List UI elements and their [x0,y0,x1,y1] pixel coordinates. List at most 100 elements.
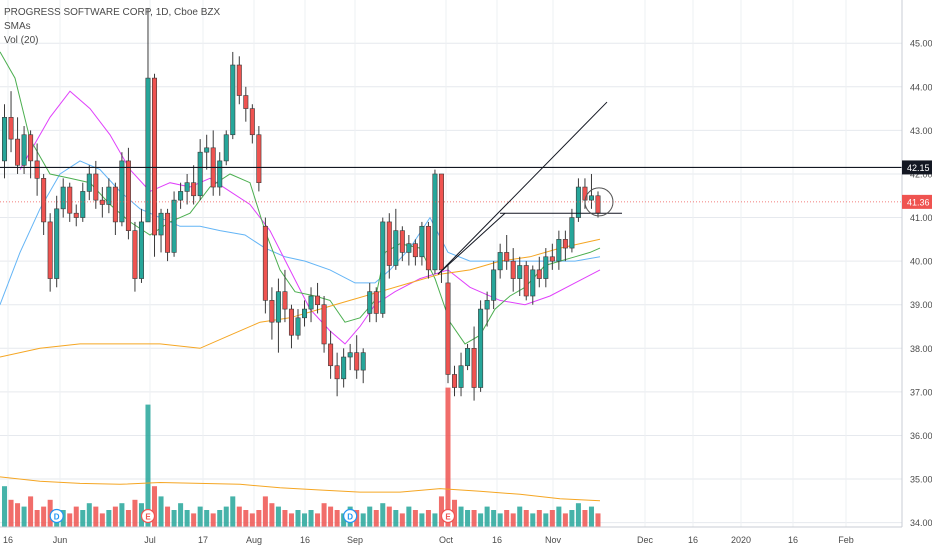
candle-body [295,317,301,336]
volume-bar [178,503,184,527]
candle-body [393,230,399,266]
candle-body [54,208,60,279]
trend-drawings[interactable] [0,101,902,275]
ray-line[interactable] [437,212,506,275]
volume-indicator-label[interactable]: Vol (20) [4,35,39,46]
candle-body [262,225,268,301]
candle-body [328,343,334,367]
candle-body [569,217,575,249]
volume-bar [28,496,34,527]
candle-body [334,365,340,380]
volume-bar [262,496,268,527]
x-tick-label: Oct [439,535,454,545]
volume-bar [373,510,379,527]
candle-body [517,265,523,279]
volume-bar [210,513,216,527]
candle-body [86,173,92,192]
candle-body [282,291,288,310]
sma-lines [0,51,601,358]
candle-body [217,160,223,188]
candlesticks [2,8,601,401]
volume-bar [184,510,190,527]
event-marker[interactable] [343,508,358,524]
event-marker[interactable] [140,508,156,524]
volume-bar [595,513,601,527]
candle-body [178,191,184,201]
time-axis[interactable]: 16 Jun Jul 17 Aug 16 Sep Oct 16 Nov Dec 16 2020 16 Feb [0,526,902,545]
candle-body [367,291,373,314]
candle-body [47,221,53,279]
volume-bar [15,503,21,527]
x-tick-label: 16 [3,535,13,545]
x-tick-label: Dec [637,535,654,545]
volume-bar [288,513,294,527]
candle-body [432,173,438,271]
volume-bar [230,496,236,527]
volume-bar [119,503,125,527]
volume-bar [236,506,242,527]
candle-body [478,308,484,388]
candle-body [275,291,281,323]
sma-long-line [0,238,601,358]
volume-bar [582,510,588,527]
volume-bar [497,513,503,527]
price-label: 42.15 [907,163,930,173]
volume-bar [380,503,386,527]
y-tick-label: 38.00 [910,344,932,354]
candle-body [191,182,197,197]
event-label: D [54,513,60,522]
sma-indicator-label[interactable]: SMAs [4,21,31,32]
volume-bar [321,503,327,527]
candle-body [510,260,516,279]
candle-body [582,186,588,201]
chart-legend: PROGRESS SOFTWARE CORP, 1D, Cboe BZX SMA… [4,6,220,48]
price-axis[interactable]: 45.00 44.00 43.00 42.00 41.00 40.00 39.00 38.00… [901,0,932,528]
candle-body [249,108,255,136]
candle-body [269,300,275,323]
volume-bar [386,506,392,527]
candle-body [419,225,425,258]
candle-body [399,230,405,253]
candle-body [471,348,477,388]
volume-bar [549,510,555,527]
x-tick-label: Jun [53,535,68,545]
volume-bar [588,506,594,527]
candle-body [386,221,392,266]
symbol-title[interactable]: PROGRESS SOFTWARE CORP, 1D, Cboe BZX [4,7,221,18]
candle-body [230,64,236,136]
y-tick-label: 39.00 [910,300,932,310]
candle-body [497,252,503,271]
price-label-box [902,194,932,209]
volume-bar [80,510,86,527]
event-marker[interactable] [49,508,64,524]
x-tick-label: Aug [246,535,262,545]
price-label: 41.36 [907,197,930,207]
candle-body [315,295,321,306]
volume-bar [86,503,92,527]
volume-bar [575,503,581,527]
event-marker[interactable] [440,508,456,524]
event-label: D [347,513,353,522]
volume-bar [191,513,197,527]
candle-body [425,225,431,271]
x-tick-label: Feb [838,535,854,545]
y-tick-label: 36.00 [910,431,932,441]
volume-bar [425,510,431,527]
volume-bar [406,506,412,527]
candle-body [288,308,294,336]
candle-body [465,348,471,367]
trend-line[interactable] [437,101,608,275]
candle-body [595,195,601,214]
volume-bar [2,486,8,527]
volume-bar [99,513,105,527]
y-tick-label: 34.00 [910,518,932,528]
y-tick-label: 42.00 [910,169,932,179]
candle-body [93,173,99,201]
volume-bars [0,387,601,527]
highlight-circle[interactable] [584,187,614,217]
volume-bar [243,510,249,527]
candle-body [412,243,418,258]
x-tick-label: Sep [347,535,363,545]
